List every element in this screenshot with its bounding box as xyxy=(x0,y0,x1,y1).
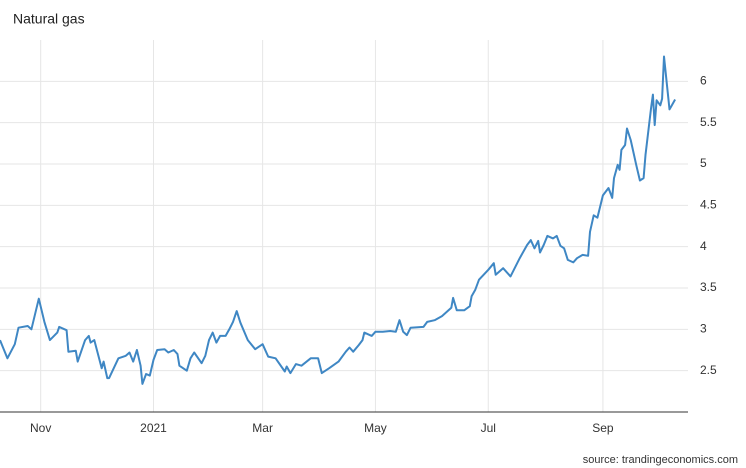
x-tick-label: Sep xyxy=(592,421,614,435)
x-tick-label: May xyxy=(364,421,387,435)
source: source: trandingeconomics.com xyxy=(583,454,738,466)
x-tick-label: Nov xyxy=(30,421,51,435)
y-tick-label: 6 xyxy=(700,74,707,88)
y-tick-label: 4.5 xyxy=(700,198,717,212)
x-tick-label: 2021 xyxy=(140,421,167,435)
x-tick-label: Jul xyxy=(481,421,496,435)
chart-title: Natural gas xyxy=(13,11,85,27)
y-tick-label: 3.5 xyxy=(700,280,717,294)
y-tick-label: 2.5 xyxy=(700,363,717,377)
y-tick-label: 4 xyxy=(700,239,707,253)
y-tick-label: 3 xyxy=(700,322,707,336)
x-tick-label: Mar xyxy=(252,421,273,435)
y-tick-label: 5 xyxy=(700,156,707,170)
y-tick-label: 5.5 xyxy=(700,115,717,129)
data-line xyxy=(0,55,676,385)
